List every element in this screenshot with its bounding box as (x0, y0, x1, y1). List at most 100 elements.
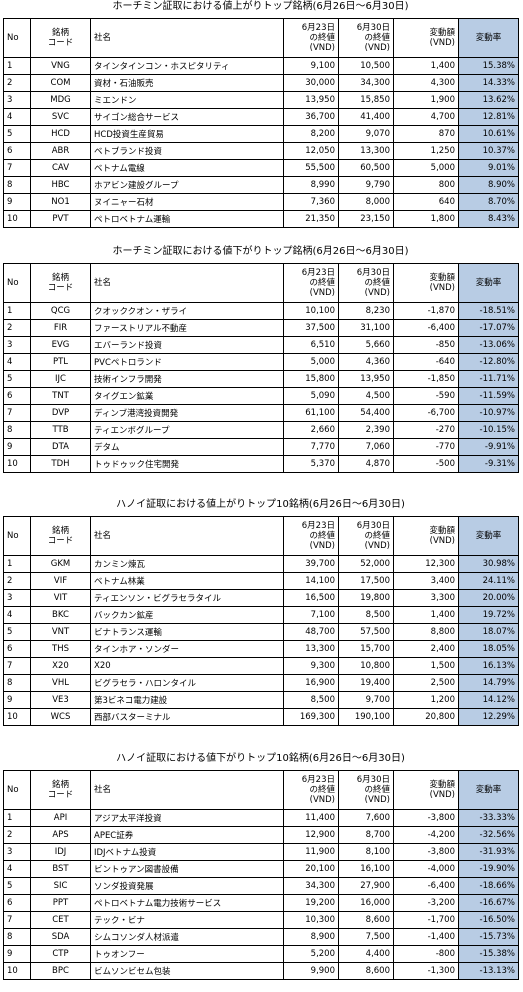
cell: 10 (3, 455, 31, 473)
cell: 5,200 (283, 945, 339, 963)
cell: -6,400 (393, 319, 459, 337)
cell: 2 (3, 319, 31, 337)
cell: -13.13% (458, 962, 519, 980)
data-row: 10 PVT ペトロベトナム運輸 21,350 23,150 1,800 8.43% (3, 210, 519, 228)
cell: 3 (3, 589, 31, 607)
cell: 6 (3, 387, 31, 405)
cell: 2 (3, 74, 31, 92)
cell: 23,150 (338, 210, 394, 228)
stock-table: No 銘柄 コード 社名 6月23日 の終値 (VND) 6月30日 の終値 (VND)… (3, 516, 519, 726)
cell: TNT (30, 387, 91, 405)
cell: 11,400 (283, 809, 339, 827)
cell: 9,700 (338, 691, 394, 709)
header-cell: No (3, 263, 31, 303)
cell: 8,600 (338, 962, 394, 980)
cell: ビグラセラ・ハロンタイル (90, 674, 284, 692)
cell: 17,500 (338, 572, 394, 590)
cell: 4 (3, 108, 31, 126)
cell: 2 (3, 826, 31, 844)
cell: 1 (3, 302, 31, 320)
header-cell: 社名 (90, 770, 284, 810)
data-row: 9 VE3 第3ビネコ電力建設 8,500 9,700 1,200 14.12% (3, 691, 519, 709)
cell: 16.13% (458, 657, 519, 675)
cell: CET (30, 911, 91, 929)
cell: 13,300 (283, 640, 339, 658)
cell: ディンブ港湾投資開発 (90, 404, 284, 422)
cell: 8.43% (458, 210, 519, 228)
cell: -10.97% (458, 404, 519, 422)
cell: デタム (90, 438, 284, 456)
cell: 10 (3, 962, 31, 980)
cell: ペトロベトナム電力技術サービス (90, 894, 284, 912)
cell: ソンダ投資発展 (90, 877, 284, 895)
cell: GKM (30, 555, 91, 573)
cell: -770 (393, 438, 459, 456)
table-section: ハノイ証取における値下がりトップ10銘柄(6月26日～6月30日) No 銘柄 コー… (3, 752, 519, 980)
cell: 4 (3, 606, 31, 624)
section-title: ホーチミン証取における値下がりトップ銘柄(6月26日～6月30日) (112, 246, 409, 257)
cell: 39,700 (283, 555, 339, 573)
cell: -31.93% (458, 843, 519, 861)
cell: -15.38% (458, 945, 519, 963)
cell: ベトナム林業 (90, 572, 284, 590)
header-row: No 銘柄 コード 社名 6月23日 の終値 (VND) 6月30日 の終値 (VND)… (3, 770, 519, 810)
cell: ベトブランド投資 (90, 142, 284, 160)
cell: 西部バスターミナル (90, 708, 284, 726)
cell: 1,200 (393, 691, 459, 709)
cell: -13.06% (458, 336, 519, 354)
cell: -6,700 (393, 404, 459, 422)
cell: 10 (3, 708, 31, 726)
cell: 4 (3, 353, 31, 371)
cell: 3,400 (393, 572, 459, 590)
cell: 13,950 (283, 91, 339, 109)
cell: タイグエン鉱業 (90, 387, 284, 405)
header-cell: 6月23日 の終値 (VND) (283, 770, 339, 810)
cell: QCG (30, 302, 91, 320)
data-row: 3 MDG ミエンドン 13,950 15,850 1,900 13.62% (3, 91, 519, 109)
cell: ティエンボグループ (90, 421, 284, 439)
stock-table: No 銘柄 コード 社名 6月23日 の終値 (VND) 6月30日 の終値 (VND)… (3, 18, 519, 228)
cell: ヌイニャー石材 (90, 193, 284, 211)
cell: 20,800 (393, 708, 459, 726)
cell: -32.56% (458, 826, 519, 844)
table-section: ホーチミン証取における値下がりトップ銘柄(6月26日～6月30日) No 銘柄 コー… (3, 245, 519, 473)
cell: 14,100 (283, 572, 339, 590)
cell: 12,900 (283, 826, 339, 844)
cell: 4,870 (338, 455, 394, 473)
cell: 第3ビネコ電力建設 (90, 691, 284, 709)
cell: 16,000 (338, 894, 394, 912)
cell: 19.72% (458, 606, 519, 624)
cell: 3 (3, 91, 31, 109)
cell: -18.51% (458, 302, 519, 320)
cell: -11.71% (458, 370, 519, 388)
cell: 4,400 (338, 945, 394, 963)
cell: 61,100 (283, 404, 339, 422)
cell: -17.07% (458, 319, 519, 337)
cell: 9 (3, 438, 31, 456)
cell: 870 (393, 125, 459, 143)
cell: 技術インフラ開発 (90, 370, 284, 388)
cell: 9 (3, 193, 31, 211)
header-cell: 変動率 (458, 770, 519, 810)
cell: 5 (3, 370, 31, 388)
cell: CTP (30, 945, 91, 963)
data-row: 9 CTP トゥオンフー 5,200 4,400 -800 -15.38% (3, 945, 519, 963)
data-row: 1 GKM カンミン煉瓦 39,700 52,000 12,300 30.98% (3, 555, 519, 573)
cell: 12,050 (283, 142, 339, 160)
cell: 34,300 (283, 877, 339, 895)
cell: 1,400 (393, 606, 459, 624)
data-row: 6 ABR ベトブランド投資 12,050 13,300 1,250 10.37% (3, 142, 519, 160)
header-cell: 6月30日 の終値 (VND) (338, 18, 394, 58)
data-row: 6 TNT タイグエン鉱業 5,090 4,500 -590 -11.59% (3, 387, 519, 405)
cell: 2,660 (283, 421, 339, 439)
cell: VHL (30, 674, 91, 692)
cell: EVG (30, 336, 91, 354)
cell: ABR (30, 142, 91, 160)
cell: 21,350 (283, 210, 339, 228)
cell: 13.62% (458, 91, 519, 109)
cell: -3,800 (393, 843, 459, 861)
cell: シムコソンダ人材派遣 (90, 928, 284, 946)
header-cell: 6月23日 の終値 (VND) (283, 263, 339, 303)
header-cell: 社名 (90, 18, 284, 58)
